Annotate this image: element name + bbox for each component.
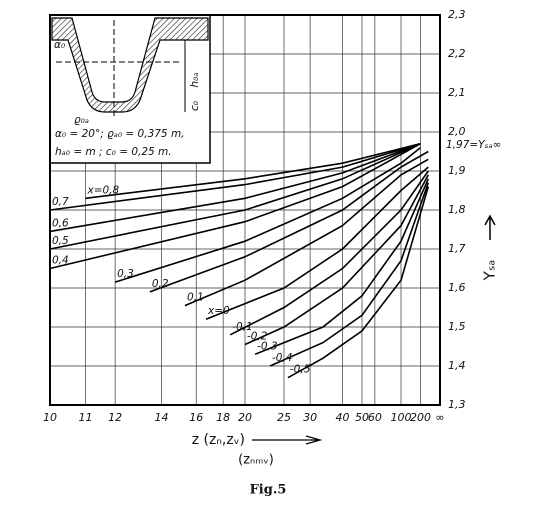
y-arrow (484, 214, 496, 240)
curve-layer (49, 142, 430, 379)
curve (287, 186, 430, 379)
x-tick-label: 12 (108, 411, 122, 424)
curve (49, 142, 421, 233)
x-tick-label: 20 (238, 411, 252, 424)
inset-label: c₀ (189, 100, 201, 111)
x-tick-label: 10 (43, 411, 57, 424)
y-tick-label: 1,5 (448, 320, 466, 333)
x-tick-label: 18 (216, 411, 230, 424)
series-label: 0,1 (187, 292, 204, 304)
x-tick-label: 60 (368, 411, 382, 424)
curve (149, 150, 429, 293)
y-tick-label: 1,7 (448, 242, 466, 255)
curve (254, 178, 430, 356)
series-label: -0,3 (257, 340, 278, 352)
x-axis-sublabel: (zₙₘᵥ) (238, 453, 274, 468)
plot-frame (49, 14, 441, 406)
x-tick-label: 40 (336, 411, 350, 424)
inset-label: ϱ₀ₐ (74, 114, 89, 126)
inset-note: α₀ = 20°; ϱₐ₀ = 0,375 m, (55, 128, 185, 140)
series-label: -0,4 (272, 352, 293, 364)
x-tick-label: 30 (303, 411, 317, 424)
curve (85, 142, 421, 200)
series-label: 0,6 (52, 217, 69, 229)
series-label: 0,7 (52, 196, 69, 208)
x-tick-label: 16 (189, 411, 203, 424)
curve (49, 142, 421, 211)
curve (269, 182, 430, 367)
series-label: -0,1 (232, 321, 253, 333)
limit-note: 1,97=Yₛₐ∞ (446, 139, 501, 151)
y-tick-label: 1,4 (448, 359, 466, 372)
curve (229, 170, 429, 336)
y-tick-label: 1,6 (448, 281, 466, 294)
curve (244, 174, 430, 346)
x-tick-label: 14 (155, 411, 169, 424)
y-tick-label: 1,8 (448, 203, 466, 216)
curve (114, 146, 421, 283)
curve (49, 142, 421, 250)
tooth-profile (51, 17, 209, 113)
series-label: x=0,8 (86, 184, 119, 196)
x-axis-label: z (zₙ,zᵥ) (192, 432, 245, 448)
inset-note: hₐ₀ = m ; c₀ = 0,25 m. (55, 146, 172, 158)
x-tick-label: 50 (355, 411, 369, 424)
series-label: -0,5 (290, 364, 311, 376)
x-arrow (252, 435, 323, 445)
y-axis-label: Yₛₐ (481, 260, 499, 282)
series-label: 0,4 (52, 255, 69, 267)
y-tick-label: 2,0 (448, 125, 466, 138)
series-label: 0,3 (117, 268, 134, 280)
y-tick-label: 1,9 (448, 164, 466, 177)
series-label: x=0 (207, 305, 230, 317)
inset-label: h₀ₐ (189, 73, 201, 88)
curve (49, 142, 421, 270)
x-tick-label: ∞ (435, 411, 444, 424)
series-label: -0,2 (247, 331, 268, 343)
series-label: 0,2 (152, 278, 169, 290)
caption: Fig.5 (250, 483, 287, 498)
x-tick-label: 11 (78, 411, 92, 424)
y-tick-label: 2,3 (448, 8, 466, 21)
inset-label: α₀ (54, 39, 66, 51)
curve (184, 158, 429, 307)
series-label: 0,5 (52, 235, 69, 247)
y-tick-label: 1,3 (448, 398, 466, 411)
y-tick-label: 2,2 (448, 47, 466, 60)
curve (205, 166, 429, 320)
x-tick-label: 200 (410, 411, 431, 424)
x-tick-label: 100 (391, 411, 412, 424)
x-tick-label: 25 (277, 411, 291, 424)
y-tick-label: 2,1 (448, 86, 466, 99)
